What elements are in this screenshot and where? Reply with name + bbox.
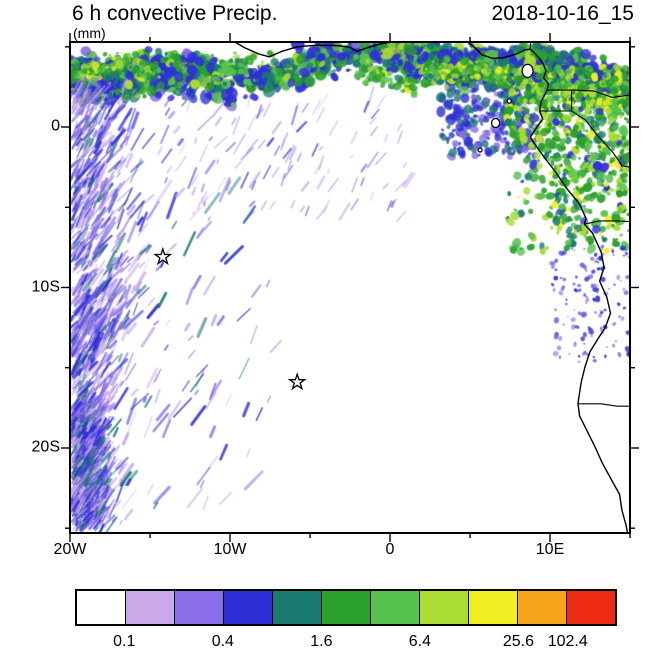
plot-frame [69, 41, 631, 534]
colorbar-tick-label: 0.1 [113, 633, 136, 650]
star-markers [153, 246, 307, 391]
colorbar-cell [420, 591, 469, 624]
colorbar-cell [518, 591, 567, 624]
coastline [234, 41, 631, 534]
x-axis-tick-label: 10E [535, 541, 565, 558]
colorbar-cell [77, 591, 126, 624]
colorbar-cell [469, 591, 518, 624]
units-label: (mm) [73, 25, 106, 41]
colorbar-tick-label: 25.6 [502, 633, 535, 650]
colorbar-cell [567, 591, 615, 624]
colorbar-tick-label: 0.4 [211, 633, 234, 650]
map-ticks [61, 33, 639, 542]
x-axis-tick-label: 20W [53, 541, 87, 558]
colorbar-tick-label: 6.4 [408, 633, 432, 650]
y-axis-tick-label: 20S [31, 438, 60, 456]
colorbar-tick-label: 1.6 [310, 633, 333, 650]
colorbar-tick-label: 102.4 [547, 633, 588, 650]
precip-field-canvas [70, 42, 630, 533]
islands [477, 63, 534, 153]
colorbar-cell [126, 591, 175, 624]
colorbar-cell [273, 591, 322, 624]
x-axis-tick-label: 10W [213, 541, 247, 558]
colorbar-cell [322, 591, 371, 624]
x-axis-tick-label: 0 [385, 541, 395, 558]
colorbar [75, 589, 617, 626]
colorbar-cell [371, 591, 420, 624]
y-axis-tick-label: 10S [31, 278, 60, 296]
chart-title: 6 h convective Precip. [72, 2, 278, 25]
chart-timestamp: 2018-10-16_15 [491, 2, 634, 25]
colorbar-cell [224, 591, 273, 624]
y-axis-tick-label: 0 [51, 117, 60, 135]
colorbar-cell [175, 591, 224, 624]
